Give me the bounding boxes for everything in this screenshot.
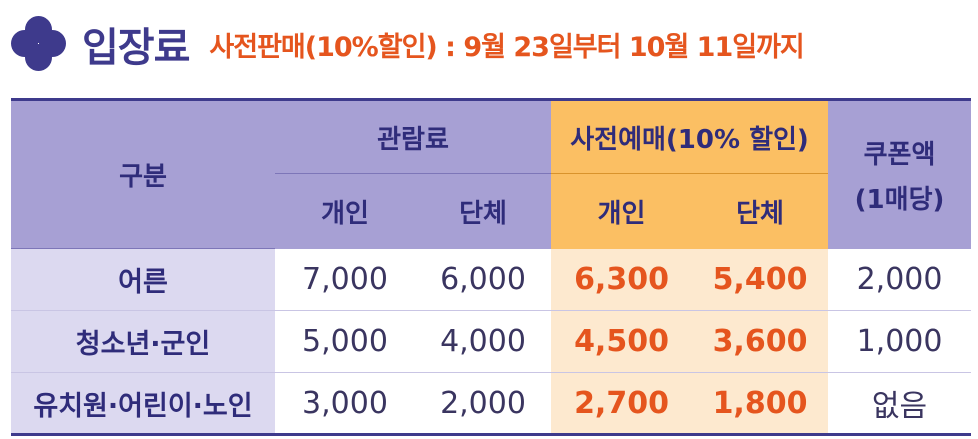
page-title: 입장료 (82, 25, 190, 71)
header-group: 단체 (415, 173, 552, 249)
individual-price: 7,000 (302, 261, 388, 297)
header-individual: 개인 (275, 173, 415, 249)
admission-fee-table: 구분 관람료 사전예매(10% 할인) 쿠폰액 (1매당) 개인 단체 개인 단… (11, 98, 972, 436)
group-price: 2,000 (415, 372, 552, 435)
table-row: 유치원·어린이·노인 3,000 2,000 2,700 1,800 없음 (11, 372, 972, 435)
header-coupon-line2: (1매당) (854, 184, 945, 215)
presale-notice: 사전판매(10%할인) : 9월 23일부터 10월 11일까지 (209, 31, 804, 63)
individual-price: 3,000 (275, 372, 415, 435)
row-category: 어른 (11, 248, 275, 311)
table-row: 청소년·군인 5,000 4,000 4,500 3,600 1,000 (11, 310, 972, 373)
header-coupon: 쿠폰액 (1매당) (828, 99, 972, 249)
header-presale-individual: 개인 (551, 173, 693, 249)
presale-individual-price: 4,500 (551, 310, 693, 373)
header-category: 구분 (11, 99, 275, 249)
header-presale: 사전예매(10% 할인) (551, 99, 829, 174)
presale-individual-price: 2,700 (551, 372, 693, 435)
presale-group-price: 1,800 (692, 372, 829, 435)
coupon-amount: 2,000 (856, 261, 943, 297)
presale-group-price: 3,600 (692, 310, 829, 373)
row-category: 유치원·어린이·노인 (11, 372, 275, 435)
header-admission: 관람료 (275, 99, 552, 174)
page-header: 입장료 사전판매(10%할인) : 9월 23일부터 10월 11일까지 (10, 0, 970, 88)
header-coupon-line1: 쿠폰액 (863, 139, 936, 170)
presale-group-price: 5,400 (692, 248, 829, 311)
group-price: 4,000 (415, 310, 552, 373)
group-price: 6,000 (440, 261, 526, 297)
table-row: 어른 7,000 6,000 6,300 5,400 2,000 (11, 248, 971, 311)
coupon-amount: 1,000 (828, 310, 972, 373)
coupon-amount: 없음 (828, 372, 972, 435)
row-category: 청소년·군인 (11, 310, 275, 373)
clover-icon (10, 15, 68, 73)
header-presale-group: 단체 (692, 173, 829, 249)
individual-price: 5,000 (275, 310, 415, 373)
presale-individual-price: 6,300 (551, 248, 693, 311)
